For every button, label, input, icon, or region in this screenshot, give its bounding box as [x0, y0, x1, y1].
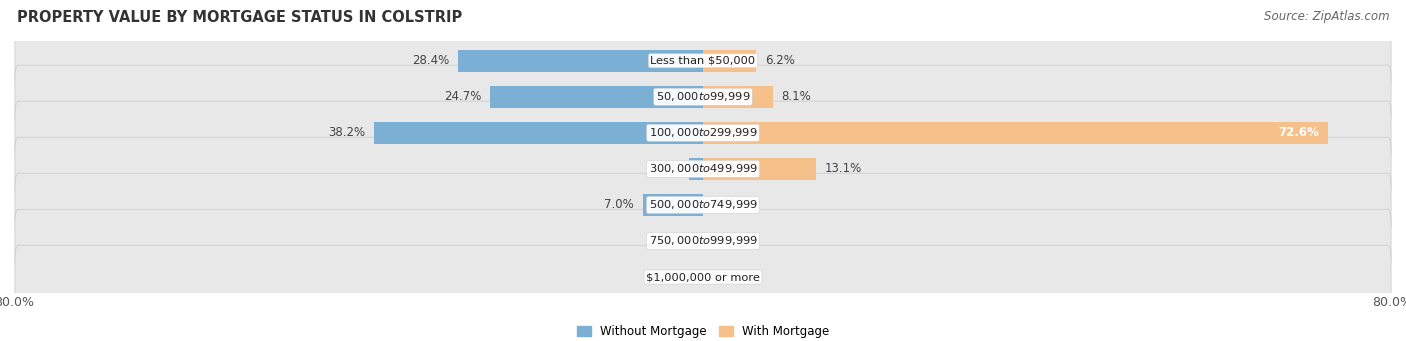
Bar — [703, 122, 1329, 144]
Text: PROPERTY VALUE BY MORTGAGE STATUS IN COLSTRIP: PROPERTY VALUE BY MORTGAGE STATUS IN COL… — [17, 10, 463, 25]
FancyBboxPatch shape — [15, 173, 1391, 237]
FancyBboxPatch shape — [15, 29, 1391, 92]
Text: $1,000,000 or more: $1,000,000 or more — [647, 272, 759, 282]
Bar — [491, 86, 703, 108]
Text: $500,000 to $749,999: $500,000 to $749,999 — [648, 198, 758, 211]
Text: 1.6%: 1.6% — [651, 162, 681, 175]
Text: $750,000 to $999,999: $750,000 to $999,999 — [648, 235, 758, 248]
Text: Less than $50,000: Less than $50,000 — [651, 56, 755, 66]
FancyBboxPatch shape — [15, 245, 1391, 309]
Bar — [703, 86, 773, 108]
Text: $50,000 to $99,999: $50,000 to $99,999 — [655, 90, 751, 103]
FancyBboxPatch shape — [15, 65, 1391, 129]
Text: 38.2%: 38.2% — [328, 127, 366, 139]
Bar — [703, 49, 756, 72]
Text: 0.0%: 0.0% — [711, 235, 741, 248]
Text: 6.2%: 6.2% — [765, 54, 794, 67]
Text: 0.0%: 0.0% — [665, 270, 695, 283]
Text: 13.1%: 13.1% — [824, 162, 862, 175]
FancyBboxPatch shape — [15, 101, 1391, 165]
Bar — [703, 158, 815, 180]
FancyBboxPatch shape — [15, 137, 1391, 201]
Text: 0.0%: 0.0% — [665, 235, 695, 248]
Text: Source: ZipAtlas.com: Source: ZipAtlas.com — [1264, 10, 1389, 23]
Legend: Without Mortgage, With Mortgage: Without Mortgage, With Mortgage — [572, 321, 834, 341]
Bar — [689, 158, 703, 180]
Text: 24.7%: 24.7% — [444, 90, 482, 103]
Text: 0.0%: 0.0% — [711, 270, 741, 283]
Text: $300,000 to $499,999: $300,000 to $499,999 — [648, 162, 758, 175]
Text: 7.0%: 7.0% — [605, 198, 634, 211]
Text: $100,000 to $299,999: $100,000 to $299,999 — [648, 127, 758, 139]
Bar — [374, 122, 703, 144]
Text: 28.4%: 28.4% — [412, 54, 450, 67]
Bar — [458, 49, 703, 72]
Text: 8.1%: 8.1% — [782, 90, 811, 103]
Bar — [643, 194, 703, 216]
Text: 72.6%: 72.6% — [1278, 127, 1320, 139]
Text: 0.0%: 0.0% — [711, 198, 741, 211]
FancyBboxPatch shape — [15, 209, 1391, 273]
